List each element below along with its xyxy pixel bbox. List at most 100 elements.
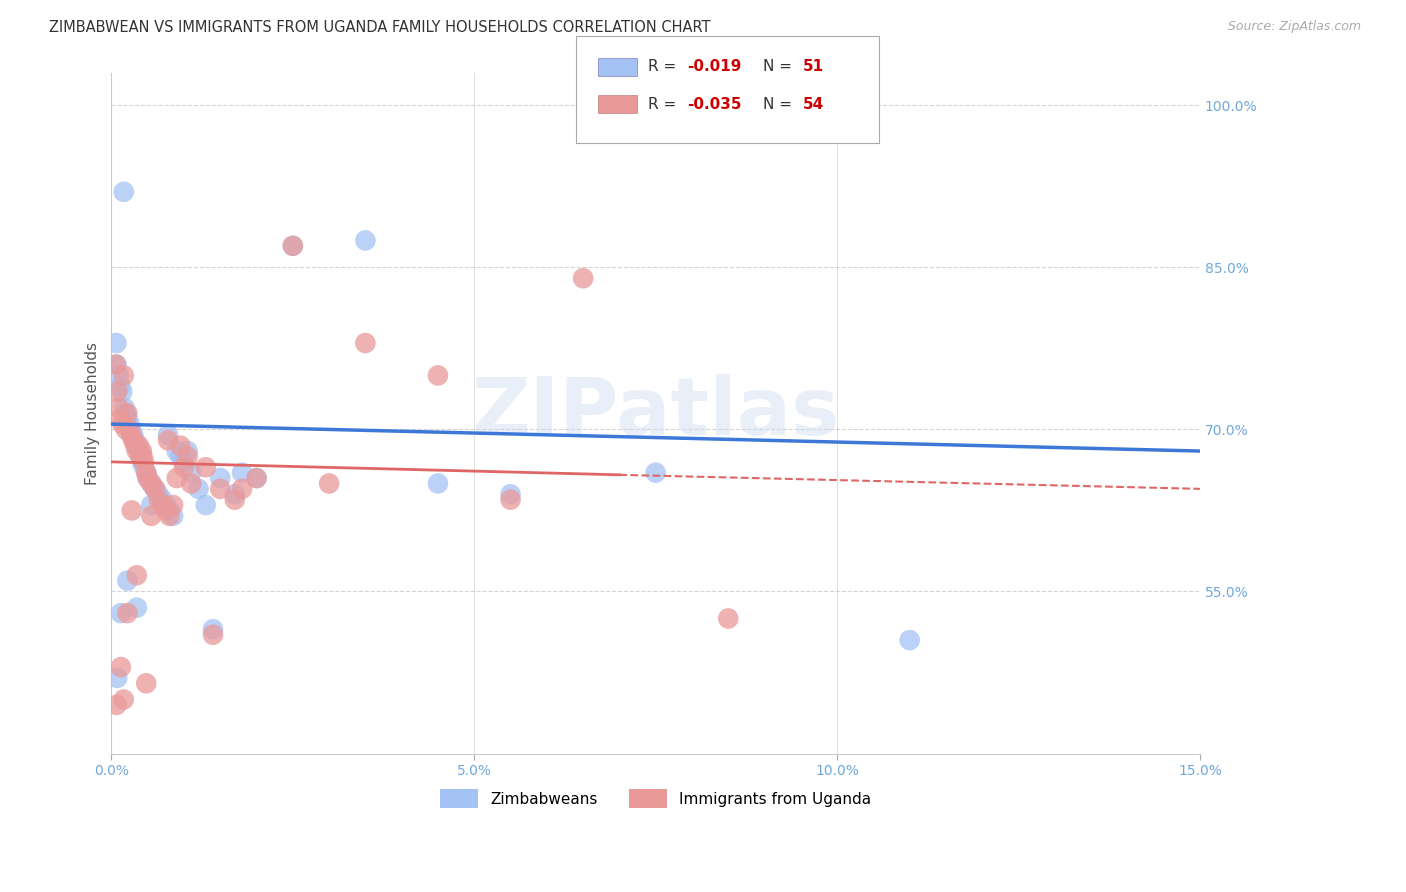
- Y-axis label: Family Households: Family Households: [86, 342, 100, 484]
- Text: R =: R =: [648, 60, 682, 74]
- Text: 51: 51: [803, 60, 824, 74]
- Point: [107, 368, 129, 383]
- Point: [194, 460, 217, 475]
- Point: [128, 439, 150, 453]
- Point: [166, 444, 188, 458]
- Text: ZIMBABWEAN VS IMMIGRANTS FROM UGANDA FAMILY HOUSEHOLDS CORRELATION CHART: ZIMBABWEAN VS IMMIGRANTS FROM UGANDA FAM…: [49, 20, 710, 35]
- Point: [231, 482, 253, 496]
- Text: N =: N =: [763, 60, 797, 74]
- Text: ZIPatlas: ZIPatlas: [471, 375, 839, 452]
- Point: [136, 471, 159, 485]
- Text: 54: 54: [803, 97, 824, 112]
- Point: [105, 671, 128, 685]
- Point: [125, 439, 148, 453]
- Point: [281, 239, 304, 253]
- Text: Source: ZipAtlas.com: Source: ZipAtlas.com: [1227, 20, 1361, 33]
- Point: [118, 417, 141, 431]
- Point: [121, 503, 143, 517]
- Point: [129, 450, 152, 464]
- Point: [143, 482, 166, 496]
- Point: [187, 482, 209, 496]
- Point: [128, 444, 150, 458]
- Point: [143, 482, 166, 496]
- Point: [120, 422, 142, 436]
- Point: [131, 455, 153, 469]
- Point: [717, 611, 740, 625]
- Point: [105, 698, 128, 712]
- Point: [180, 466, 202, 480]
- Point: [148, 487, 170, 501]
- Point: [125, 444, 148, 458]
- Point: [114, 401, 136, 415]
- Point: [499, 487, 522, 501]
- Point: [131, 450, 153, 464]
- Point: [120, 428, 142, 442]
- Text: R =: R =: [648, 97, 682, 112]
- Point: [112, 368, 135, 383]
- Point: [162, 508, 184, 523]
- Point: [129, 450, 152, 464]
- Point: [180, 476, 202, 491]
- Point: [231, 466, 253, 480]
- Point: [499, 492, 522, 507]
- Point: [194, 498, 217, 512]
- Point: [159, 503, 181, 517]
- Point: [150, 492, 173, 507]
- Point: [110, 606, 132, 620]
- Point: [105, 358, 128, 372]
- Text: -0.035: -0.035: [688, 97, 742, 112]
- Point: [572, 271, 595, 285]
- Point: [124, 434, 146, 448]
- Point: [209, 482, 232, 496]
- Point: [105, 336, 128, 351]
- Point: [115, 406, 138, 420]
- Point: [245, 471, 267, 485]
- Point: [141, 498, 163, 512]
- Point: [427, 368, 450, 383]
- Text: N =: N =: [763, 97, 797, 112]
- Point: [318, 476, 340, 491]
- Point: [644, 466, 666, 480]
- Text: -0.019: -0.019: [688, 60, 742, 74]
- Point: [169, 439, 191, 453]
- Point: [132, 460, 155, 475]
- Point: [898, 633, 921, 648]
- Point: [122, 428, 145, 442]
- Point: [110, 660, 132, 674]
- Point: [173, 460, 195, 475]
- Point: [115, 422, 138, 436]
- Point: [117, 574, 139, 588]
- Point: [224, 487, 246, 501]
- Point: [201, 622, 224, 636]
- Point: [136, 471, 159, 485]
- Point: [141, 508, 163, 523]
- Point: [105, 384, 128, 399]
- Point: [281, 239, 304, 253]
- Point: [354, 234, 377, 248]
- Point: [131, 444, 153, 458]
- Point: [166, 471, 188, 485]
- Point: [141, 476, 163, 491]
- Point: [117, 411, 139, 425]
- Point: [111, 384, 134, 399]
- Point: [176, 450, 198, 464]
- Point: [159, 508, 181, 523]
- Point: [122, 434, 145, 448]
- Point: [125, 600, 148, 615]
- Point: [156, 434, 179, 448]
- Point: [135, 466, 157, 480]
- Point: [125, 568, 148, 582]
- Point: [112, 692, 135, 706]
- Point: [209, 471, 232, 485]
- Point: [141, 476, 163, 491]
- Point: [111, 417, 134, 431]
- Point: [124, 439, 146, 453]
- Point: [104, 358, 127, 372]
- Point: [176, 444, 198, 458]
- Point: [117, 406, 139, 420]
- Point: [132, 455, 155, 469]
- Point: [169, 450, 191, 464]
- Point: [108, 379, 131, 393]
- Point: [173, 455, 195, 469]
- Legend: Zimbabweans, Immigrants from Uganda: Zimbabweans, Immigrants from Uganda: [434, 783, 877, 814]
